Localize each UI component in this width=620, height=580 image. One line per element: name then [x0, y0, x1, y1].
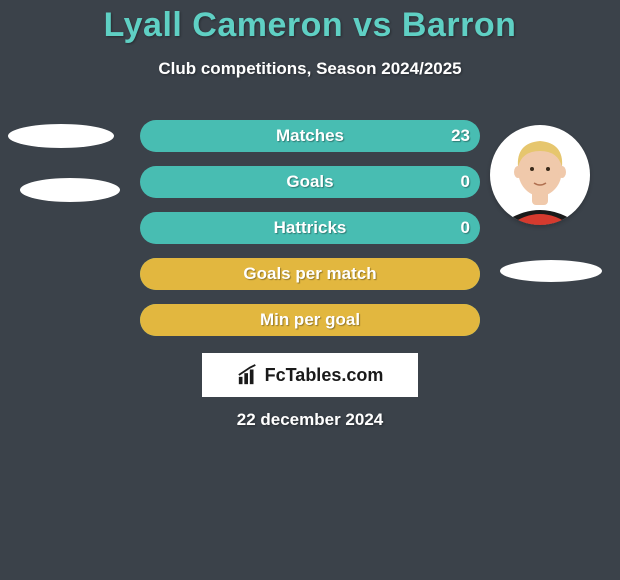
avatar-placeholder-right-2: [500, 260, 602, 282]
stat-row: Hattricks0: [140, 212, 480, 244]
stat-label: Hattricks: [140, 212, 480, 244]
brand-text: FcTables.com: [265, 365, 384, 386]
page-title: Lyall Cameron vs Barron: [104, 6, 517, 45]
stat-row: Goals per match: [140, 258, 480, 290]
page-subtitle: Club competitions, Season 2024/2025: [158, 59, 461, 79]
date-text: 22 december 2024: [0, 410, 620, 430]
avatar-placeholder-left-2: [20, 178, 120, 202]
stat-label: Goals per match: [140, 258, 480, 290]
stat-value-right: 23: [451, 120, 470, 152]
avatar-face-icon: [490, 125, 590, 225]
stat-label: Goals: [140, 166, 480, 198]
stat-row: Min per goal: [140, 304, 480, 336]
bar-chart-icon: [237, 364, 259, 386]
stat-label: Min per goal: [140, 304, 480, 336]
brand-box: FcTables.com: [202, 353, 418, 397]
stat-row: Goals0: [140, 166, 480, 198]
stat-label: Matches: [140, 120, 480, 152]
player-avatar-right: [490, 125, 590, 225]
container: Lyall Cameron vs Barron Club competition…: [0, 0, 620, 580]
stat-row: Matches23: [140, 120, 480, 152]
stat-value-right: 0: [461, 212, 470, 244]
stat-value-right: 0: [461, 166, 470, 198]
avatar-placeholder-left-1: [8, 124, 114, 148]
